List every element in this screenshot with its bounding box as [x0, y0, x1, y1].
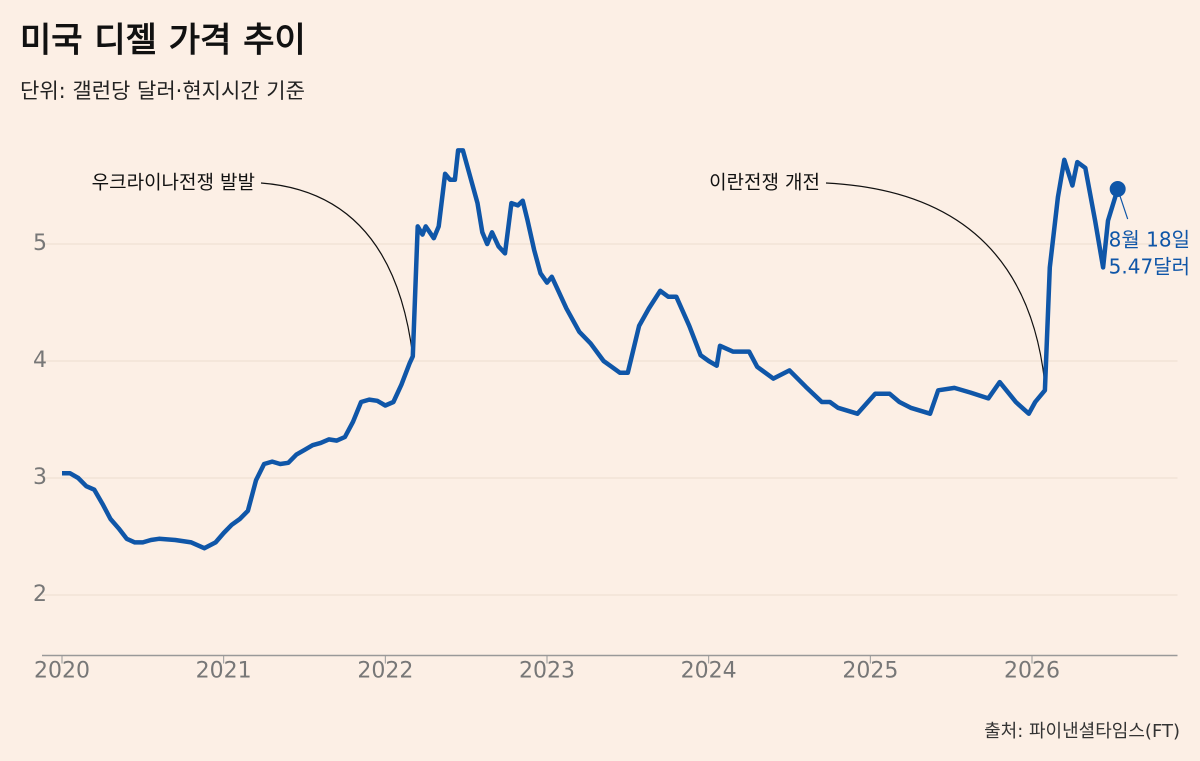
x-tick-label: 2026: [1004, 659, 1060, 684]
x-tick-label: 2024: [681, 659, 737, 684]
end-leader: [1117, 188, 1129, 220]
chart-subtitle: 단위: 갤런당 달러·현지시간 기준: [20, 79, 305, 103]
x-tick-label: 2025: [842, 659, 898, 684]
annotation-leader: [260, 182, 414, 357]
annotation: 우크라이나전쟁 발발: [92, 172, 255, 194]
y-tick-label: 5: [33, 231, 47, 256]
annotation: 이란전쟁 개전: [709, 172, 820, 194]
x-tick-label: 2023: [519, 659, 575, 684]
x-tick-label: 2020: [34, 659, 90, 684]
y-tick-label: 4: [33, 348, 47, 373]
x-tick-label: 2022: [357, 659, 413, 684]
y-tick-label: 3: [33, 465, 47, 490]
y-tick-label: 2: [33, 582, 47, 607]
annotation-leader: [825, 182, 1046, 385]
x-tick-label: 2021: [196, 659, 252, 684]
end-label: 8월 18일: [1109, 228, 1190, 252]
chart-title: 미국 디젤 가격 추이: [20, 21, 306, 61]
line: [62, 148, 1120, 551]
end-label: 5.47달러: [1109, 255, 1190, 279]
source: 출처: 파이낸셜타임스(FT): [984, 721, 1180, 742]
